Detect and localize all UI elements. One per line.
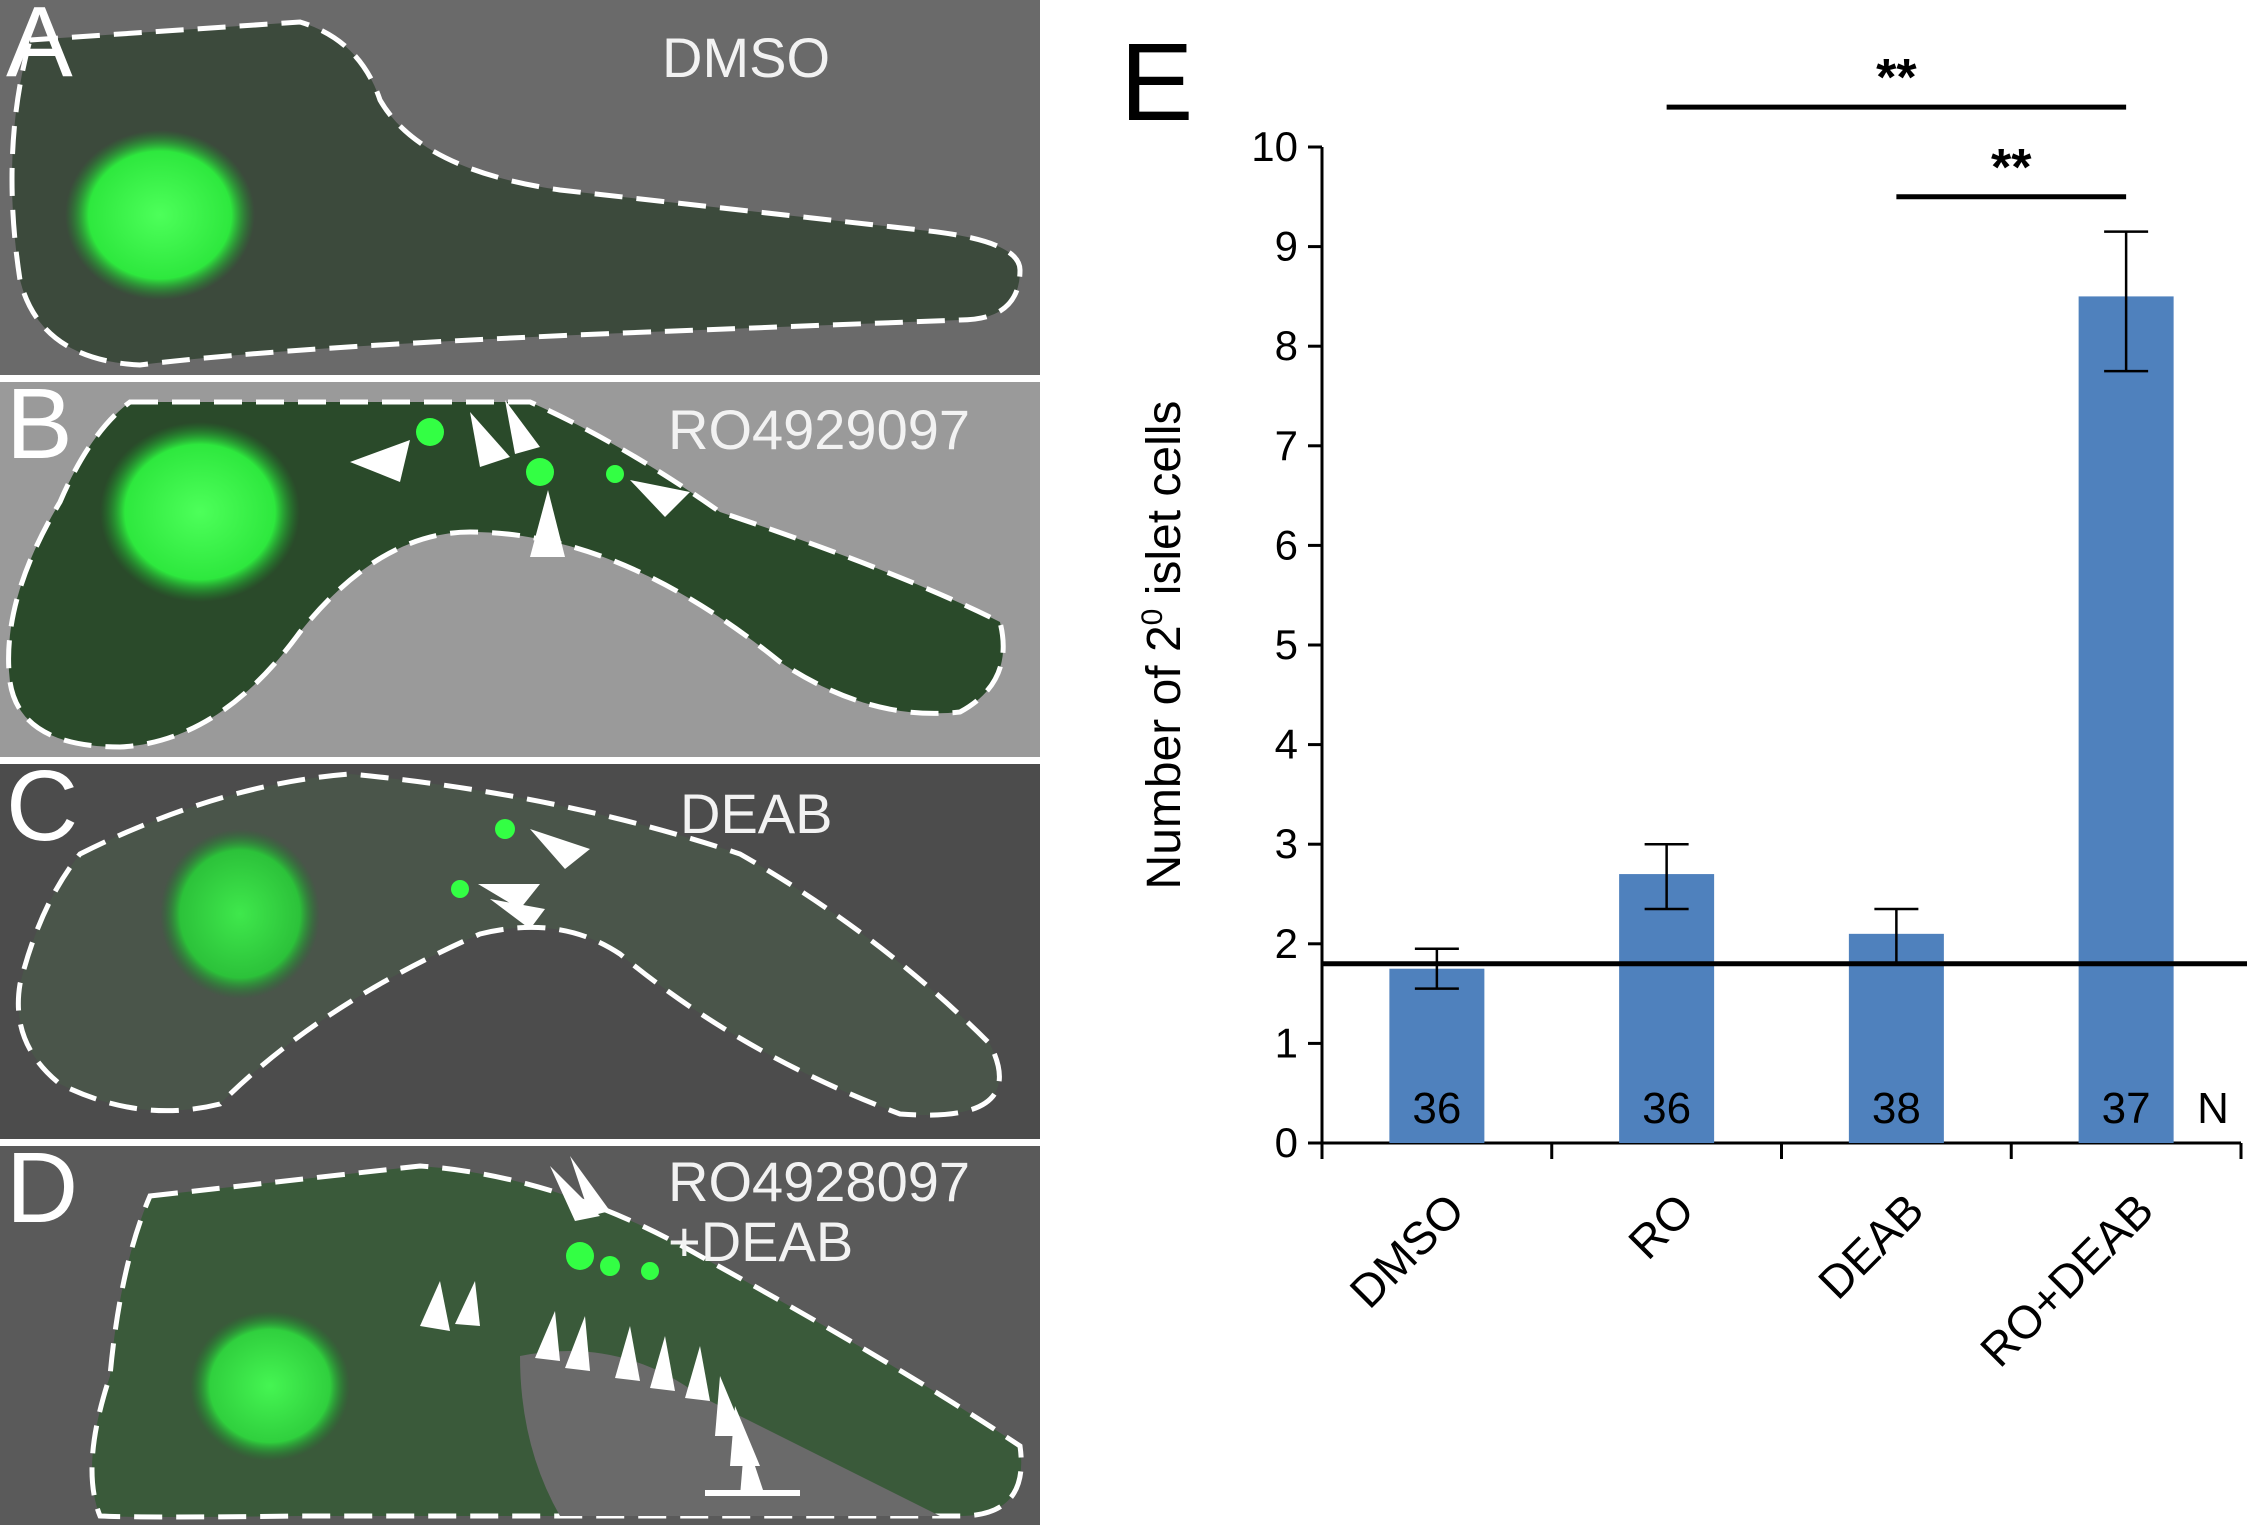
- y-tick-label: 7: [1275, 422, 1298, 469]
- arrowhead: [530, 829, 590, 869]
- arrowhead: [420, 1281, 450, 1331]
- panel-letter: A: [6, 0, 73, 98]
- y-tick-label: 9: [1275, 223, 1298, 270]
- arrowhead: [570, 1156, 610, 1216]
- treatment-label: DMSO: [662, 26, 830, 89]
- micrograph-b-image: [0, 382, 1040, 757]
- x-tick-label: DMSO: [1340, 1183, 1474, 1317]
- y-axis-label-suffix: islet cells: [1138, 401, 1191, 609]
- gfp-islet: [160, 829, 320, 999]
- n-count-label: 36: [1412, 1084, 1461, 1133]
- x-tick-label: RO+DEAB: [1970, 1183, 2163, 1376]
- y-tick-label: 6: [1275, 521, 1298, 568]
- arrowhead: [740, 1436, 765, 1496]
- y-tick-label: 0: [1275, 1119, 1298, 1166]
- micrograph-a-image: [0, 0, 1040, 375]
- gfp-islet: [65, 130, 255, 300]
- y-tick-label: 4: [1275, 721, 1298, 768]
- n-count-label: 38: [1872, 1084, 1921, 1133]
- bar-deab: [1848, 933, 1944, 1143]
- arrowhead: [490, 899, 545, 929]
- micrograph-panel-a: A DMSO: [0, 0, 1040, 375]
- bar-dmso: [1389, 968, 1485, 1143]
- y-tick-label: 2: [1275, 920, 1298, 967]
- arrowhead: [630, 480, 690, 517]
- n-label: N: [2197, 1084, 2229, 1133]
- y-tick-label: 1: [1275, 1019, 1298, 1066]
- arrowhead: [478, 884, 540, 909]
- arrowhead: [685, 1346, 710, 1401]
- micrograph-c-image: [0, 764, 1040, 1139]
- n-count-label: 37: [2102, 1084, 2151, 1133]
- n-count-label: 36: [1642, 1084, 1691, 1133]
- micrograph-panel-d: D RO4928097 +DEAB: [0, 1146, 1040, 1525]
- arrowhead: [615, 1326, 640, 1381]
- y-axis-label-prefix: Number of 2: [1138, 625, 1191, 889]
- panel-letter: C: [6, 764, 79, 862]
- gfp-islet: [100, 422, 300, 602]
- micrograph-panel-b: B RO4929097: [0, 382, 1040, 757]
- arrowhead: [530, 490, 565, 557]
- significance-label: **: [1991, 139, 2032, 197]
- y-tick-label: 10: [1251, 123, 1298, 170]
- y-tick-label: 5: [1275, 621, 1298, 668]
- treatment-label-line1: RO4928097: [668, 1150, 971, 1213]
- arrowhead: [350, 440, 410, 482]
- panel-letter-e: E: [1120, 21, 1193, 144]
- gfp-islet: [190, 1311, 350, 1461]
- y-tick-label: 8: [1275, 322, 1298, 369]
- panel-letter: D: [6, 1146, 79, 1244]
- bar-ro-deab: [2078, 296, 2174, 1143]
- bar-chart: E 0 1 2 3 4 5 6 7 8 9 10 36 36 38 37 N DMSO RO DEAB RO+DEAB…: [1120, 21, 2247, 1376]
- tissue-outline: [9, 19, 1023, 368]
- treatment-label: RO4928097 +DEAB: [668, 1150, 971, 1274]
- y-axis-label: Number of 20 islet cells: [1136, 401, 1191, 890]
- treatment-label: DEAB: [680, 782, 833, 845]
- treatment-label: RO4929097: [668, 398, 971, 461]
- treatment-label-line2: +DEAB: [668, 1210, 854, 1274]
- significance-label: **: [1876, 49, 1917, 107]
- arrowhead: [505, 400, 540, 454]
- panel-letter: B: [6, 382, 73, 480]
- x-tick-label: DEAB: [1808, 1183, 1933, 1308]
- arrowhead: [565, 1316, 590, 1371]
- arrowhead: [470, 412, 510, 467]
- bar-ro: [1619, 874, 1715, 1143]
- y-tick-label: 3: [1275, 820, 1298, 867]
- micrograph-d-image: [0, 1146, 1040, 1525]
- y-axis-label-superscript: 0: [1136, 609, 1169, 626]
- x-tick-label: RO: [1618, 1183, 1704, 1269]
- micrograph-panel-c: C DEAB: [0, 764, 1040, 1139]
- arrowhead: [455, 1281, 480, 1326]
- arrowhead: [650, 1336, 675, 1391]
- arrowhead: [535, 1311, 560, 1361]
